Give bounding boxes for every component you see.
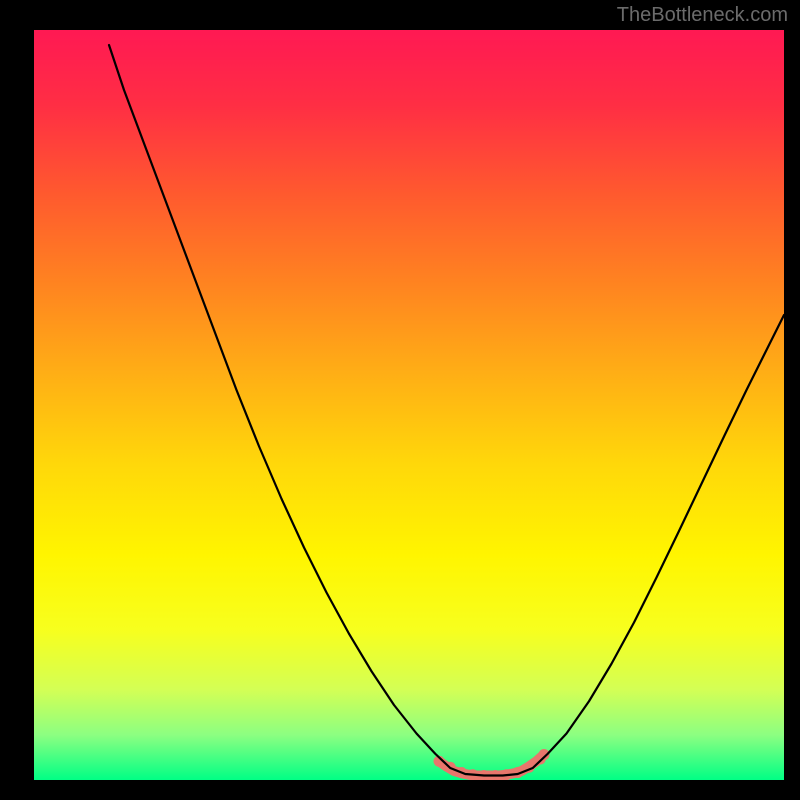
watermark-text: TheBottleneck.com: [617, 4, 788, 27]
plot-area: [34, 30, 784, 780]
plot-svg: [34, 30, 784, 780]
bottleneck-curve: [109, 45, 784, 776]
